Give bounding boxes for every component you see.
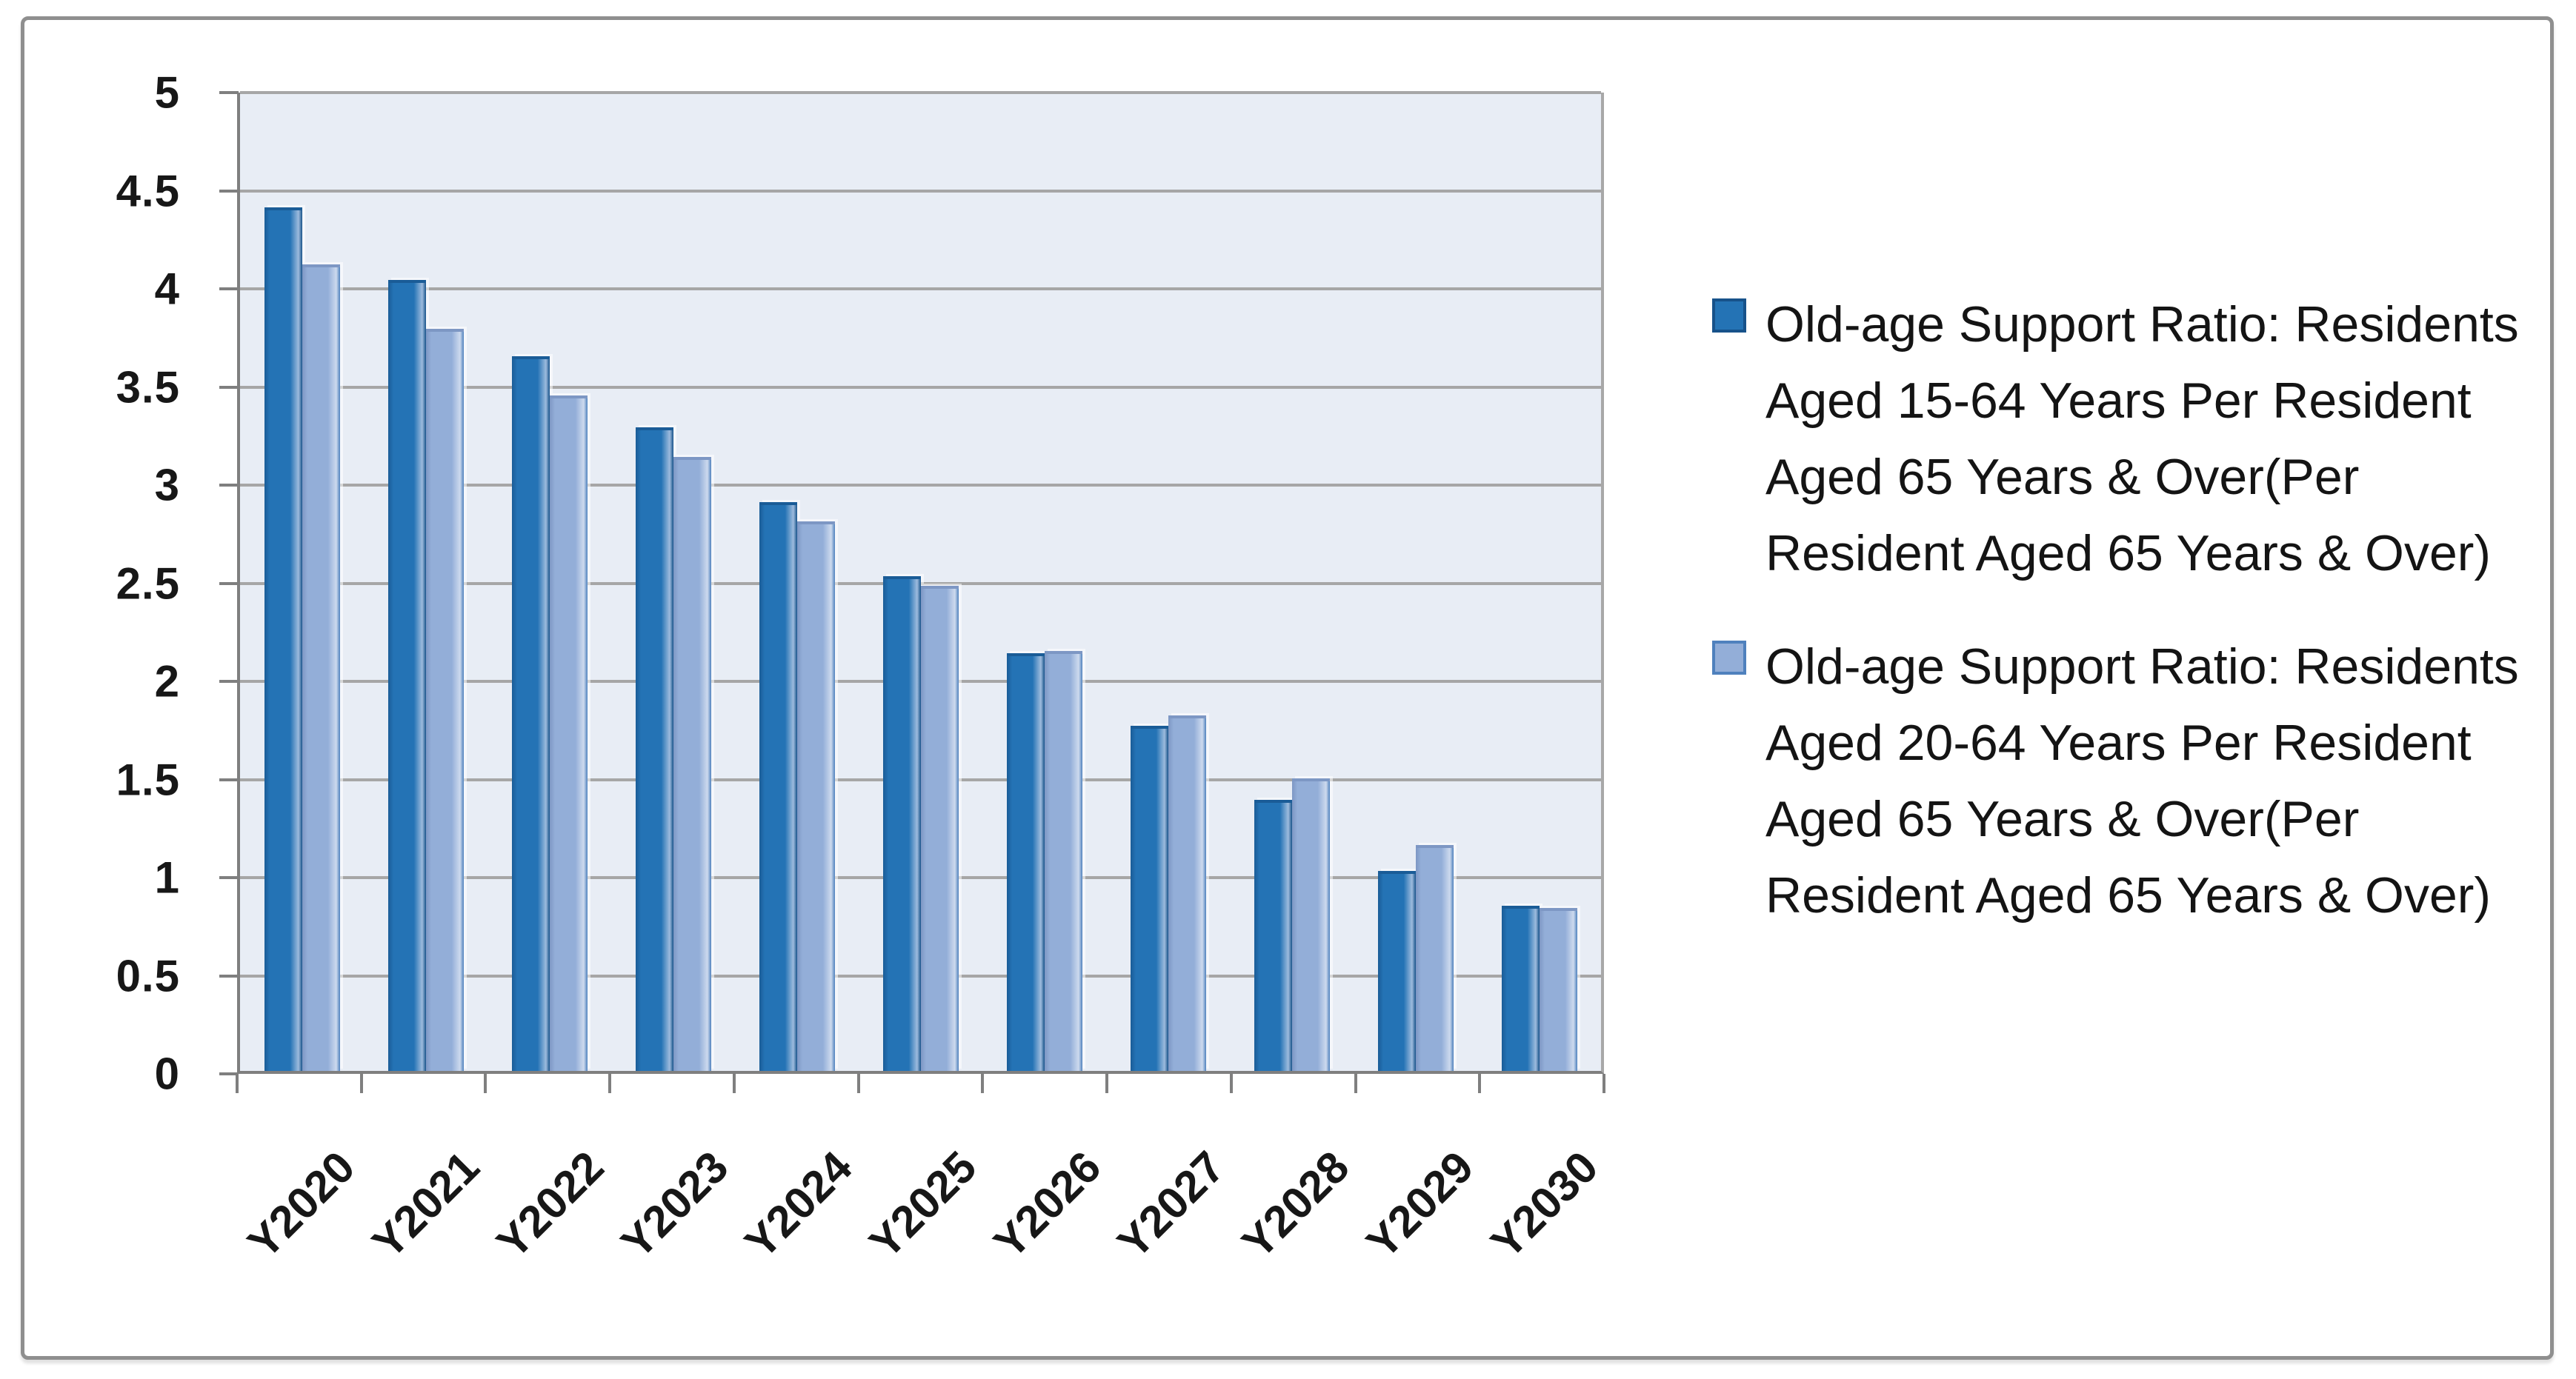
bar-group-y2028 bbox=[1230, 93, 1354, 1071]
x-axis-tick bbox=[1229, 1074, 1233, 1093]
y-axis-tick bbox=[219, 385, 239, 389]
x-axis-tick bbox=[1602, 1074, 1605, 1093]
bar-series2-y2028 bbox=[1291, 778, 1330, 1071]
legend-swatch-icon bbox=[1712, 298, 1746, 333]
bar-series1-y2025 bbox=[882, 576, 921, 1071]
legend-label: Old-age Support Ratio: Residents Aged 20… bbox=[1765, 638, 2519, 924]
bar-group-y2024 bbox=[735, 93, 859, 1071]
x-axis-category-label: Y2021 bbox=[362, 1141, 489, 1268]
gridline bbox=[240, 189, 1601, 193]
bar-series2-y2022 bbox=[549, 395, 588, 1071]
chart-frame: 5 4.5 4 3.5 3 2.5 2 1.5 1 0.5 0 Y2020 Y2021 Y2022 Y20… bbox=[21, 16, 2554, 1360]
bar-series2-y2030 bbox=[1539, 908, 1577, 1071]
y-axis-tick-label: 3.5 bbox=[116, 362, 180, 412]
gridline bbox=[240, 385, 1601, 389]
x-axis-category-label: Y2022 bbox=[487, 1141, 613, 1268]
bar-group-y2026 bbox=[982, 93, 1106, 1071]
y-axis-tick-label: 2.5 bbox=[116, 558, 180, 608]
y-axis-tick bbox=[219, 876, 239, 879]
bar-series2-y2025 bbox=[920, 586, 959, 1071]
bar-group-y2023 bbox=[611, 93, 735, 1071]
bar-group-y2021 bbox=[364, 93, 487, 1071]
x-axis-category-label: Y2023 bbox=[611, 1141, 738, 1268]
bar-series1-y2021 bbox=[387, 280, 426, 1071]
y-axis-tick bbox=[219, 1072, 239, 1075]
legend: Old-age Support Ratio: Residents Aged 15… bbox=[1712, 287, 2549, 971]
bar-series1-y2024 bbox=[759, 501, 797, 1071]
x-axis-category-label: Y2026 bbox=[984, 1141, 1111, 1268]
y-axis-tick bbox=[219, 778, 239, 781]
bar-group-y2025 bbox=[859, 93, 982, 1071]
x-axis-category-label: Y2028 bbox=[1232, 1141, 1359, 1268]
y-axis-labels: 5 4.5 4 3.5 3 2.5 2 1.5 1 0.5 0 bbox=[24, 68, 180, 1099]
y-axis-tick-label: 3 bbox=[154, 460, 180, 510]
x-axis-tick bbox=[484, 1074, 487, 1093]
bar-series1-y2030 bbox=[1501, 906, 1540, 1071]
y-axis-tick bbox=[219, 484, 239, 487]
y-axis-tick bbox=[219, 974, 239, 978]
y-axis-tick-label: 4 bbox=[154, 264, 180, 314]
gridline bbox=[240, 484, 1601, 487]
y-axis-tick bbox=[219, 581, 239, 585]
x-axis-tick bbox=[732, 1074, 736, 1093]
y-axis-tick bbox=[219, 189, 239, 193]
gridline bbox=[240, 287, 1601, 290]
bar-series1-y2029 bbox=[1377, 870, 1416, 1071]
bar-series1-y2020 bbox=[264, 207, 302, 1071]
y-axis-tick-label: 2 bbox=[154, 656, 180, 707]
x-axis-category-label: Y2027 bbox=[1108, 1141, 1235, 1268]
plot-area bbox=[237, 91, 1604, 1074]
x-axis-category-label: Y2029 bbox=[1357, 1141, 1483, 1268]
bar-series2-y2027 bbox=[1168, 715, 1206, 1071]
bar-series1-y2022 bbox=[511, 356, 550, 1071]
bar-group-y2027 bbox=[1106, 93, 1230, 1071]
bar-group-y2030 bbox=[1477, 93, 1601, 1071]
y-axis-tick-label: 1.5 bbox=[116, 755, 180, 804]
bar-groups bbox=[240, 93, 1601, 1071]
bar-series2-y2029 bbox=[1415, 845, 1454, 1071]
x-axis-tick bbox=[981, 1074, 985, 1093]
y-axis-tick-label: 4.5 bbox=[116, 166, 180, 216]
bar-group-y2029 bbox=[1354, 93, 1477, 1071]
legend-item-series1: Old-age Support Ratio: Residents Aged 15… bbox=[1712, 287, 2549, 592]
bar-series2-y2021 bbox=[425, 329, 464, 1071]
legend-swatch-icon bbox=[1712, 641, 1746, 675]
bar-series2-y2026 bbox=[1044, 650, 1082, 1071]
y-axis-tick-label: 1 bbox=[154, 852, 180, 903]
y-axis-tick-label: 0.5 bbox=[116, 951, 180, 1001]
bar-group-y2020 bbox=[240, 93, 364, 1071]
y-axis-tick bbox=[219, 91, 239, 94]
bar-series1-y2028 bbox=[1254, 800, 1292, 1071]
legend-item-series2: Old-age Support Ratio: Residents Aged 20… bbox=[1712, 629, 2549, 934]
bar-series1-y2026 bbox=[1006, 652, 1045, 1071]
x-axis-category-label: Y2020 bbox=[238, 1141, 365, 1268]
legend-label: Old-age Support Ratio: Residents Aged 15… bbox=[1765, 296, 2519, 581]
bar-group-y2022 bbox=[487, 93, 611, 1071]
y-axis-tick-label: 0 bbox=[154, 1049, 180, 1099]
x-axis-tick bbox=[608, 1074, 612, 1093]
bar-series1-y2023 bbox=[635, 427, 673, 1071]
y-axis-tick bbox=[219, 680, 239, 683]
x-axis-tick bbox=[856, 1074, 860, 1093]
bar-series2-y2023 bbox=[673, 456, 711, 1071]
y-axis-tick-label: 5 bbox=[154, 67, 180, 118]
bar-series1-y2027 bbox=[1130, 725, 1168, 1071]
gridline bbox=[240, 581, 1601, 585]
gridline bbox=[240, 91, 1601, 94]
y-axis-tick bbox=[219, 287, 239, 290]
x-axis-tick bbox=[236, 1074, 239, 1093]
bar-series2-y2020 bbox=[302, 264, 340, 1071]
x-axis-tick bbox=[1478, 1074, 1482, 1093]
x-axis-tick bbox=[359, 1074, 363, 1093]
bar-series2-y2024 bbox=[796, 521, 835, 1071]
x-axis-category-label: Y2025 bbox=[859, 1141, 986, 1268]
x-axis-tick bbox=[1354, 1074, 1357, 1093]
x-axis-labels: Y2020 Y2021 Y2022 Y2023 Y2024 Y2025 Y2026 Y2027… bbox=[237, 1115, 1608, 1359]
x-axis-tick bbox=[1105, 1074, 1109, 1093]
x-axis-category-label: Y2024 bbox=[735, 1141, 862, 1268]
x-axis-category-label: Y2030 bbox=[1481, 1141, 1608, 1268]
